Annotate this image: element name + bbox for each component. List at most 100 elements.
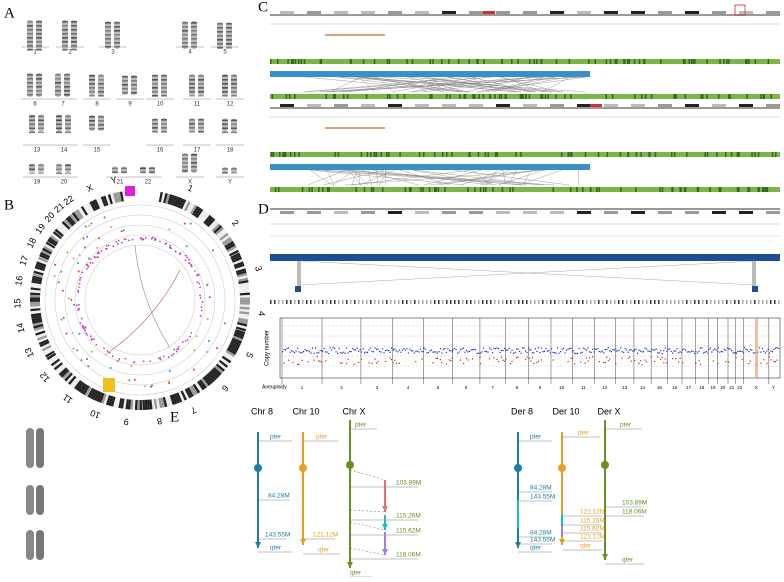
cn-point (617, 350, 618, 351)
circos-point (103, 216, 105, 218)
coverage-tick (709, 187, 711, 192)
chromosome-band (191, 34, 197, 36)
band-strip (594, 300, 596, 304)
chromosome-band (226, 23, 232, 25)
chromosome-band (182, 170, 188, 172)
cn-point (682, 349, 683, 350)
coverage-tick (651, 94, 653, 99)
cnv-point (79, 283, 81, 285)
coverage-tick (512, 187, 514, 192)
chromosome-band (182, 166, 188, 168)
cnv-point (178, 346, 180, 348)
chromosome-band (62, 21, 68, 23)
circos-point (150, 386, 152, 388)
cn-point (662, 357, 663, 358)
ruler-band (307, 104, 321, 107)
cn-point (570, 348, 571, 349)
cn-point (588, 360, 589, 361)
band-strip (658, 300, 660, 304)
circos-point (207, 318, 209, 320)
coverage-tick (406, 59, 408, 64)
band-strip (774, 300, 776, 304)
karyotype-label: 15 (94, 148, 101, 154)
circos-point (168, 381, 170, 383)
cn-point (583, 348, 584, 349)
chromosome-band (65, 128, 71, 130)
cn-point (544, 351, 545, 352)
cn-point (603, 362, 604, 363)
ruler-band (442, 11, 456, 14)
cn-point (394, 360, 395, 361)
circos-point (83, 237, 85, 239)
chromosome-band (191, 22, 197, 24)
cn-point (637, 353, 638, 354)
chromosome-band (56, 120, 62, 122)
chromosome-band (161, 123, 167, 125)
chromosome-band (222, 75, 228, 77)
cn-point (625, 348, 626, 349)
cn-point (732, 352, 733, 353)
cnv-point (177, 348, 179, 350)
cn-point (736, 357, 737, 358)
coverage-tick (606, 59, 608, 64)
ruler-band (469, 104, 483, 107)
chromosome-band (152, 123, 158, 125)
cn-point (457, 353, 458, 354)
circos-point (54, 264, 56, 266)
cn-point (680, 351, 681, 352)
coverage-tick (444, 187, 446, 192)
position-label: 115.26M (580, 518, 605, 525)
band-strip (322, 300, 324, 304)
chromosome-band (29, 165, 35, 167)
cn-point (646, 361, 647, 362)
cn-point (406, 348, 407, 349)
chromosome-band (71, 33, 77, 35)
coverage-tick (302, 187, 304, 192)
coverage-tick (747, 187, 749, 192)
cn-point (560, 351, 561, 352)
cnv-point (118, 240, 120, 242)
cn-point (315, 347, 316, 348)
cn-point (739, 351, 740, 352)
chromosome-band (27, 21, 33, 23)
cn-point (640, 350, 641, 351)
cn-point (525, 359, 526, 360)
cn-point (685, 350, 686, 351)
coverage-tick (616, 59, 618, 64)
band-strip (778, 300, 780, 304)
cn-point (417, 351, 418, 352)
circos-point (86, 358, 88, 360)
ruler-band (496, 11, 510, 14)
band-strip (346, 300, 348, 304)
coverage-tick (641, 94, 643, 99)
chromosome-band (149, 172, 155, 174)
chromosome-band (198, 123, 204, 125)
band-strip (562, 300, 564, 304)
coverage-tick (568, 152, 570, 157)
cn-point (672, 358, 673, 359)
cn-point (318, 352, 319, 353)
chromosome-band (36, 33, 42, 35)
chromosome-band (36, 49, 42, 51)
chromosome (231, 74, 237, 96)
chromosome-band (89, 120, 95, 122)
ruler-band (658, 11, 672, 14)
ruler-band (685, 104, 699, 107)
cn-point (612, 349, 613, 350)
cn-point (334, 348, 335, 349)
chromosome (152, 74, 158, 96)
ruler-band (550, 11, 564, 14)
band-strip (478, 300, 480, 304)
cn-point (611, 351, 612, 352)
cn-point (399, 350, 400, 351)
position-label: 115.62M (580, 526, 605, 533)
position-label: pter (316, 434, 328, 441)
coverage-tick (529, 59, 531, 64)
coverage-tick (723, 59, 725, 64)
chromosome-band (222, 91, 228, 93)
circos-point (78, 333, 80, 335)
cn-point (703, 352, 704, 353)
cn-point (314, 353, 315, 354)
cn-point (552, 352, 553, 353)
cn-point (365, 352, 366, 353)
